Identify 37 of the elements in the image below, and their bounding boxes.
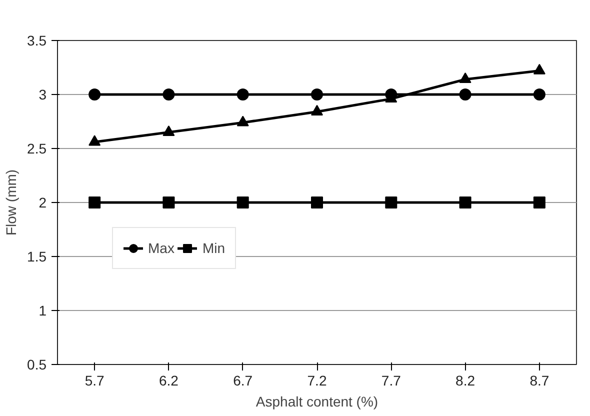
x-tick-label: 7.7: [381, 372, 402, 388]
point: [385, 196, 398, 208]
x-tick-label: 8.2: [456, 372, 476, 388]
x-tick-label: 7.2: [307, 372, 327, 388]
y-tick-label: 3: [38, 86, 47, 102]
point: [459, 196, 472, 208]
point: [311, 104, 323, 116]
y-tick-label: 2: [38, 194, 47, 210]
y-tick-label: 1: [38, 302, 47, 318]
point: [236, 88, 249, 100]
point: [236, 196, 249, 208]
legend-label: Min: [202, 240, 226, 256]
x-tick-label: 8.7: [530, 372, 550, 388]
point: [88, 196, 101, 208]
point: [236, 116, 249, 126]
x-tick-label: 6.7: [233, 372, 253, 388]
point: [88, 135, 101, 146]
y-tick-label: 0.5: [27, 356, 47, 372]
point: [311, 196, 323, 208]
legend-label: Max: [148, 240, 174, 256]
point: [533, 196, 546, 208]
y-axis-title: Flow (mm): [3, 169, 20, 236]
point: [459, 88, 472, 100]
x-tick-label: 6.2: [158, 372, 179, 388]
y-tick-label: 1.5: [27, 248, 47, 264]
point: [162, 88, 175, 100]
y-tick-label: 2.5: [27, 140, 47, 156]
y-tick-label: 3.5: [27, 32, 47, 48]
point: [533, 88, 546, 100]
point: [162, 196, 175, 208]
x-axis-title: Asphalt content (%): [256, 394, 378, 410]
point: [162, 125, 175, 136]
point: [88, 88, 101, 100]
point: [533, 64, 546, 74]
point: [311, 88, 323, 100]
x-tick-label: 5.7: [84, 372, 105, 388]
point: [459, 72, 472, 84]
